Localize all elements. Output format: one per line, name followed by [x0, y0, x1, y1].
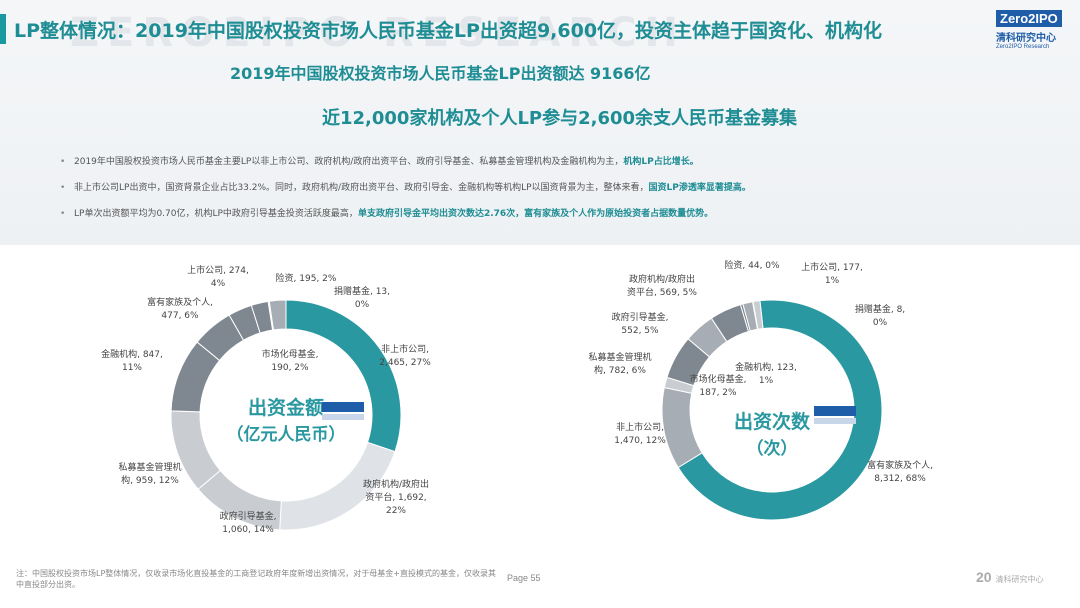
slice-label: 捐赠基金, 8,	[855, 303, 905, 315]
slice-label: 非上市公司,	[381, 343, 429, 355]
chart-logo-text-icon	[322, 414, 364, 420]
footer-logo-text: 清科研究中心	[995, 575, 1044, 584]
logo-cn-text: 清科研究中心	[996, 33, 1056, 44]
donut-slice	[268, 299, 287, 331]
page-title: LP整体情况：2019年中国股权投资市场人民币基金LP出资超9,600亿，投资主…	[14, 20, 883, 42]
slice-label: 190, 2%	[271, 363, 309, 373]
slice-label: 4%	[211, 279, 226, 289]
slice-label: 资平台, 1,692,	[365, 491, 426, 503]
slice-label: 477, 6%	[161, 311, 199, 321]
bullet-item: • 非上市公司LP出资中，国资背景企业占比33.2%。同时，政府机构/政府出资平…	[60, 182, 1060, 208]
slice-label: 2,465, 27%	[379, 358, 431, 368]
slice-label: 非上市公司,	[616, 421, 664, 433]
bullet-text: 非上市公司LP出资中，国资背景企业占比33.2%。同时，政府机构/政府出资平台、…	[74, 183, 649, 193]
title-accent-bar	[0, 14, 6, 44]
slice-label: 上市公司, 177,	[801, 261, 863, 273]
slice-label: 险资, 44, 0%	[724, 259, 780, 271]
donut-slice	[752, 300, 764, 330]
bullet-item: • 2019年中国股权投资市场人民币基金主要LP以非上市公司、政府机构/政府出资…	[60, 156, 1060, 182]
page-number: Page 55	[507, 573, 541, 583]
slice-label: 市场化母基金,	[690, 373, 747, 385]
donut-slice	[661, 386, 703, 469]
slice-label: 1%	[825, 276, 840, 286]
donut-slice	[677, 299, 883, 521]
slice-label: 富有家族及个人,	[867, 459, 933, 471]
slice-label: 构, 959, 12%	[121, 474, 179, 486]
slice-label: 构, 782, 6%	[594, 364, 646, 376]
bullet-dot-icon: •	[60, 209, 66, 219]
slice-label: 1,060, 14%	[222, 525, 274, 535]
chart-title: 出资次数	[734, 410, 811, 433]
bullet-item: • LP单次出资额平均为0.70亿，机构LP中政府引导基金投资活跃度最高，单支政…	[60, 208, 1060, 234]
chart-logo-icon	[814, 406, 856, 416]
bullet-highlight: 机构LP占比增长。	[623, 157, 699, 167]
header-band	[0, 0, 1080, 245]
logo-en-text: Zero2IPO Research	[996, 44, 1050, 50]
bullet-dot-icon: •	[60, 183, 66, 193]
slice-label: 8,312, 68%	[874, 474, 926, 484]
slice-label: 资平台, 569, 5%	[627, 286, 697, 298]
chart-logo-text-icon	[814, 418, 856, 424]
headline-lp-count: 近12,000家机构及个人LP参与2,600余支人民币基金募集	[322, 108, 798, 129]
slice-label: 金融机构, 847,	[101, 348, 163, 360]
bullet-dot-icon: •	[60, 157, 66, 167]
bullet-text: LP单次出资额平均为0.70亿，机构LP中政府引导基金投资活跃度最高，	[74, 209, 358, 219]
bullet-highlight: 单支政府引导金平均出资次数达2.76次，富有家族及个人作为原始投资者占据数量优势…	[357, 209, 714, 219]
slice-label: 0%	[873, 318, 888, 328]
chart-title: 出资金额	[248, 396, 324, 419]
headline-lp-amount: 2019年中国股权投资市场人民币基金LP出资额达 9166亿	[230, 64, 651, 83]
chart-subtitle: （次）	[747, 438, 798, 459]
slice-label: 1%	[759, 376, 774, 386]
logo-mark: Zero2IPO	[996, 10, 1062, 27]
slice-label: 政府机构/政府出	[629, 273, 695, 285]
slice-label: 政府机构/政府出	[363, 478, 429, 490]
slice-label: 私募基金管理机	[588, 351, 651, 363]
slice-label: 0%	[355, 300, 370, 310]
chart-logo-icon	[322, 402, 364, 412]
chart-subtitle: （亿元人民币）	[227, 424, 346, 445]
slice-label: 上市公司, 274,	[187, 264, 249, 276]
bullet-highlight: 国资LP渗透率显著提高。	[648, 183, 751, 193]
watermark: ZERO2IPO RESEARCH	[70, 10, 686, 56]
slice-label: 552, 5%	[621, 326, 659, 336]
slice-label: 捐赠基金, 13,	[334, 285, 390, 297]
slice-label: 金融机构, 123,	[735, 361, 797, 373]
slice-label: 私募基金管理机	[118, 461, 181, 473]
slice-label: 市场化母基金,	[262, 348, 319, 360]
brand-logo: Zero2IPO 清科研究中心 Zero2IPO Research	[996, 8, 1066, 54]
slice-label: 1,470, 12%	[614, 436, 666, 446]
bullet-list: • 2019年中国股权投资市场人民币基金主要LP以非上市公司、政府机构/政府出资…	[60, 156, 1060, 234]
slice-label: 政府引导基金,	[220, 510, 277, 522]
slice-label: 22%	[386, 506, 406, 516]
bullet-text: 2019年中国股权投资市场人民币基金主要LP以非上市公司、政府机构/政府出资平台…	[74, 157, 624, 167]
slice-label: 187, 2%	[699, 388, 737, 398]
slice-label: 富有家族及个人,	[147, 296, 213, 308]
footer-note: 注：中国股权投资市场LP整体情况，仅收录市场化直投基金的工商登记政府年度新增出资…	[16, 569, 496, 589]
footer-logo-mark: 20	[976, 569, 992, 585]
footer-logo: 20 清科研究中心	[976, 569, 1043, 585]
slice-label: 险资, 195, 2%	[276, 272, 337, 284]
slice-label: 11%	[122, 363, 142, 373]
slice-label: 政府引导基金,	[612, 311, 669, 323]
